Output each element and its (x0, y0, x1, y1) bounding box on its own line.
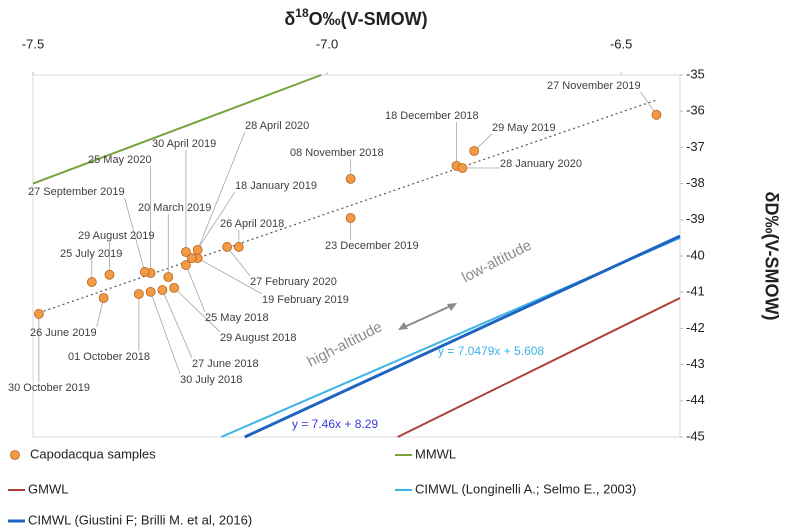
legend-label: CIMWL (Longinelli A.; Selmo E., 2003) (415, 481, 636, 496)
sample-point (163, 272, 174, 282)
point-label: 25 May 2018 (205, 312, 269, 324)
y-tick-label: -40 (686, 247, 705, 262)
point-label: 26 April 2018 (220, 218, 284, 230)
legend-marker (10, 450, 20, 460)
point-label: 29 August 2018 (220, 332, 296, 344)
sample-point (181, 247, 191, 257)
x-tick-label: -6.5 (610, 36, 632, 51)
equation: y = 7.0479x + 5.608 (438, 344, 544, 358)
y-tick-label: -36 (686, 103, 705, 118)
y-tick-label: -35 (686, 66, 705, 81)
x-axis-title: δ18O‰(V-SMOW) (284, 6, 427, 29)
point-label: 27 September 2019 (28, 186, 125, 198)
sample-point (186, 253, 197, 264)
leader-line (197, 131, 246, 250)
leader-line (124, 197, 146, 273)
point-label: 01 October 2018 (68, 351, 150, 363)
sample-point (139, 267, 150, 277)
y-tick-label: -38 (686, 175, 705, 190)
point-label: 19 February 2019 (262, 294, 349, 306)
sample-point (233, 242, 244, 252)
point-label: 28 April 2020 (245, 120, 309, 132)
point-label: 30 July 2018 (180, 374, 242, 386)
sample-point (345, 173, 356, 184)
y-tick-label: -41 (686, 284, 705, 299)
y-axis-title: δD‰(V-SMOW) (761, 192, 781, 321)
legend-label: GMWL (28, 481, 68, 496)
sample-point (345, 213, 356, 223)
sample-point (457, 163, 468, 173)
leader-line (197, 257, 263, 295)
leader-line (150, 291, 181, 375)
sample-point (169, 282, 180, 293)
sample-point (33, 309, 44, 319)
legend-label: CIMWL (Giustini F; Brilli M. et al, 2016… (28, 512, 252, 527)
leaders (38, 91, 657, 382)
sample-point (192, 244, 203, 255)
sample-point (98, 293, 109, 303)
legend-label: MMWL (415, 446, 456, 461)
y-tick-label: -45 (686, 428, 705, 443)
y-tick-label: -43 (686, 356, 705, 371)
y-tick-label: -42 (686, 320, 705, 335)
point-label: 30 April 2019 (152, 138, 216, 150)
point-label: 25 May 2020 (88, 154, 152, 166)
water-line (32, 74, 322, 185)
y-tick-label: -39 (686, 211, 705, 226)
y-tick-label: -44 (686, 392, 705, 407)
leader-line (96, 297, 104, 327)
annotation: low-altitude (459, 237, 534, 287)
point-label: 28 January 2020 (500, 158, 582, 170)
y-tick-label: -37 (686, 139, 705, 154)
point-label: 27 June 2018 (192, 358, 259, 370)
x-title-rest: O‰(V-SMOW) (309, 9, 428, 29)
equation: y = 7.46x + 8.29 (292, 417, 378, 431)
leader-line (173, 287, 221, 333)
sample-point (104, 269, 115, 280)
point-label: 29 August 2019 (78, 230, 154, 242)
sample-point (145, 286, 156, 297)
sample-point (181, 260, 191, 270)
point-label: 18 January 2019 (235, 180, 317, 192)
point-label: 18 December 2018 (385, 110, 479, 122)
point-label: 25 July 2019 (60, 248, 122, 260)
sample-point (157, 285, 168, 295)
point-label: 08 November 2018 (290, 147, 384, 159)
point-label: 26 June 2019 (30, 327, 97, 339)
sample-point (651, 109, 662, 120)
point-label: 23 December 2019 (325, 240, 419, 252)
point-label: 27 November 2019 (547, 80, 641, 92)
water-line (397, 297, 681, 438)
plot-area (32, 74, 681, 438)
sample-point (133, 289, 144, 299)
leader-line (226, 246, 251, 277)
point-label: 29 May 2019 (492, 122, 556, 134)
leader-line (185, 264, 206, 313)
trendline (38, 99, 657, 314)
point-label: 30 October 2019 (8, 382, 90, 394)
sample-point (222, 242, 233, 252)
sample-point (86, 277, 97, 287)
leader-line (162, 289, 193, 359)
x-tick-label: -7.5 (22, 36, 44, 51)
annotation: high-altitude (304, 318, 385, 370)
arrow-head (398, 303, 457, 330)
water-line (244, 234, 681, 439)
legend-label: Capodacqua samples (30, 446, 156, 461)
point-label: 27 February 2020 (250, 276, 337, 288)
x-title-sup: 18 (295, 6, 309, 20)
point-label: 20 March 2019 (138, 202, 211, 214)
sample-point (469, 146, 480, 156)
arrow (399, 303, 456, 330)
x-tick-label: -7.0 (316, 36, 338, 51)
x-title-prefix: δ (284, 9, 295, 29)
